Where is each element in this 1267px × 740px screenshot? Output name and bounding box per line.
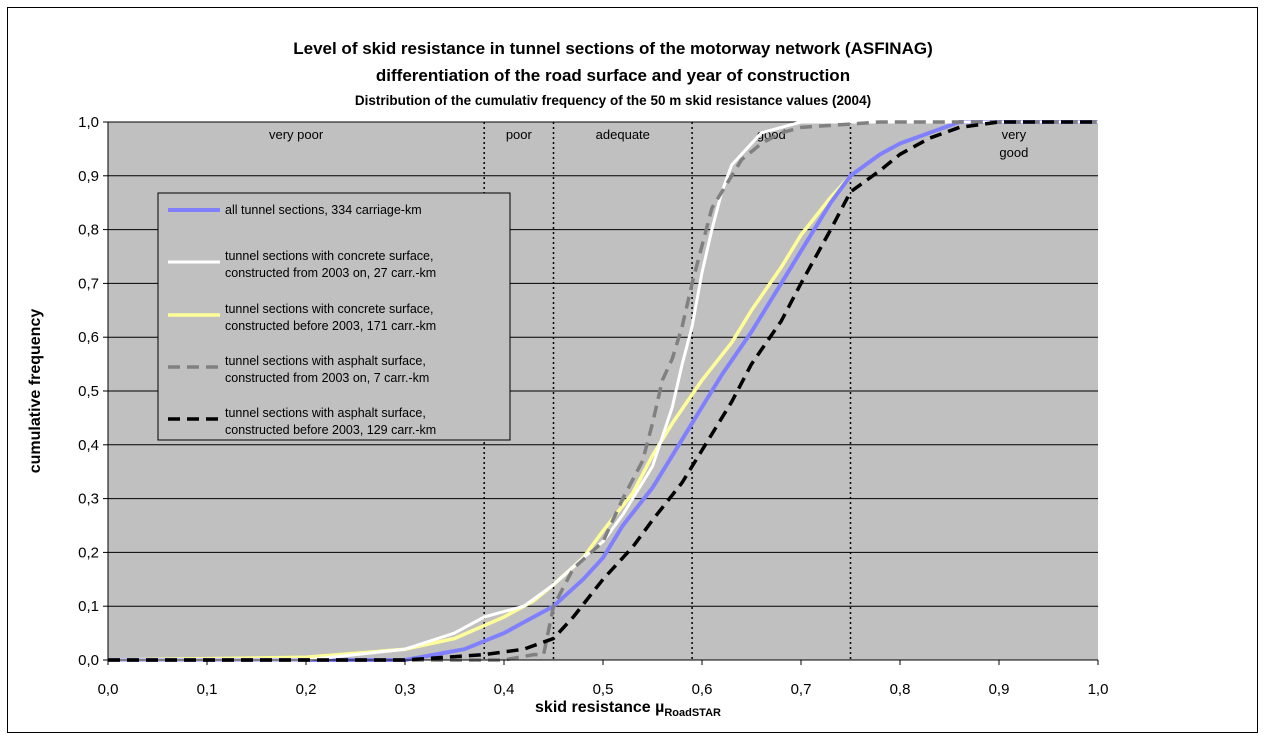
chart-subtitle: differentiation of the road surface and … [376, 66, 850, 85]
chart-subtitle-2: Distribution of the cumulativ frequency … [355, 93, 871, 108]
y-tick-label: 0,1 [78, 598, 99, 615]
x-tick-label: 0,1 [197, 681, 218, 698]
series-lines [107, 120, 1098, 662]
y-tick-label: 0,6 [78, 329, 99, 346]
y-tick-label: 0,5 [78, 383, 99, 400]
x-tick-label: 1,0 [1088, 681, 1109, 698]
legend-label: all tunnel sections, 334 carriage-km [225, 203, 422, 217]
x-tick-label: 0,6 [692, 681, 713, 698]
y-tick-labels: 0,0 0,1 0,2 0,3 0,4 0,5 0,6 0,7 0,8 0,9 1,0 [78, 114, 108, 669]
y-tick-label: 0,8 [78, 222, 99, 239]
x-tick-label: 0,5 [593, 681, 614, 698]
x-axis-label-subscript: RoadSTAR [664, 707, 721, 719]
legend-label-line2: constructed before 2003, 171 carr.-km [225, 319, 436, 333]
x-tick-label: 0,3 [395, 681, 416, 698]
x-tick-label: 0,0 [98, 681, 119, 698]
series-line [108, 120, 1098, 662]
region-label: adequate [596, 127, 650, 142]
legend: all tunnel sections, 334 carriage-km tunn… [157, 192, 511, 441]
y-tick-label: 0,0 [78, 652, 99, 669]
region-label: good [999, 145, 1028, 160]
y-tick-label: 0,7 [78, 275, 99, 292]
x-tick-labels: 0,0 0,1 0,2 0,3 0,4 0,5 0,6 0,7 0,8 0,9 1,0 [98, 660, 1109, 698]
x-tick-label: 0,2 [296, 681, 317, 698]
region-label: poor [506, 127, 533, 142]
y-tick-label: 0,9 [78, 168, 99, 185]
chart-title: Level of skid resistance in tunnel secti… [293, 39, 933, 58]
legend-label-line2: constructed from 2003 on, 7 carr.-km [225, 371, 429, 385]
x-tick-label: 0,8 [890, 681, 911, 698]
legend-label-line2: constructed before 2003, 129 carr.-km [225, 423, 436, 437]
y-tick-label: 0,3 [78, 491, 99, 508]
x-tick-label: 0,7 [791, 681, 812, 698]
y-axis-label: cumulative frequency [27, 309, 44, 474]
legend-label: tunnel sections with asphalt surface, [225, 354, 426, 368]
y-tick-label: 1,0 [78, 114, 99, 131]
series-line [108, 120, 1098, 662]
legend-label: tunnel sections with concrete surface, [225, 249, 433, 263]
region-label: very poor [269, 127, 324, 142]
series-line [108, 120, 1098, 662]
legend-label: tunnel sections with concrete surface, [225, 302, 433, 316]
series-line [108, 120, 1098, 662]
x-tick-label: 0,4 [494, 681, 515, 698]
y-tick-label: 0,4 [78, 437, 99, 454]
x-axis-label: skid resistance µRoadSTAR [535, 699, 721, 719]
legend-label: tunnel sections with asphalt surface, [225, 406, 426, 420]
y-tick-label: 0,2 [78, 544, 99, 561]
x-tick-label: 0,9 [989, 681, 1010, 698]
legend-label-line2: constructed from 2003 on, 27 carr.-km [225, 266, 436, 280]
region-label: very [1002, 127, 1027, 142]
